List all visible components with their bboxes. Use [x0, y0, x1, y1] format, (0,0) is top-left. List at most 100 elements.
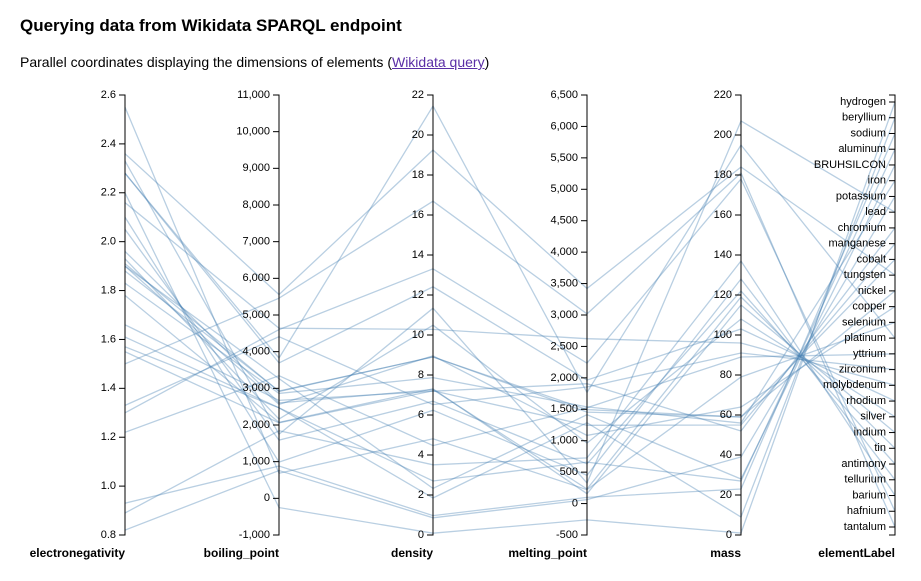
record-line-14: [124, 106, 896, 491]
tick-label: 5,000: [242, 309, 270, 321]
record-line-23: [124, 229, 896, 465]
data-lines: [124, 101, 896, 534]
tick-label: 20: [412, 129, 424, 141]
axis-title-density: density: [391, 546, 433, 560]
tick-label: selenium: [842, 316, 886, 328]
page-title: Querying data from Wikidata SPARQL endpo…: [20, 16, 402, 35]
tick-label: 5,000: [550, 183, 578, 195]
tick-label: 4: [418, 449, 424, 461]
record-line-17: [124, 335, 896, 406]
record-line-12: [124, 263, 896, 418]
axis-line: [427, 94, 434, 536]
record-line-24: [124, 216, 896, 481]
record-line-11: [124, 149, 896, 296]
tick-label: 6,500: [550, 89, 578, 101]
tick-label: barium: [852, 489, 886, 501]
tick-label: 500: [560, 466, 578, 478]
tick-label: 4,000: [242, 346, 270, 358]
subtitle-close-paren: ): [484, 54, 490, 70]
tick-label: silver: [860, 411, 886, 423]
tick-label: sodium: [851, 127, 886, 139]
record-line-10: [124, 258, 896, 418]
wikidata-query-link[interactable]: Wikidata query: [391, 54, 485, 70]
tick-label: beryllium: [842, 112, 886, 124]
tick-label: cobalt: [857, 253, 886, 265]
tick-label: aluminum: [838, 143, 886, 155]
tick-label: 4,000: [550, 246, 578, 258]
tick-label: 14: [412, 249, 424, 261]
record-line-15: [124, 104, 896, 394]
axis-title-mass: mass: [710, 546, 741, 560]
page-subtitle: Parallel coordinates displaying the dime…: [20, 54, 489, 70]
tick-label: 120: [714, 289, 732, 301]
tick-label: 2.4: [101, 138, 116, 150]
record-line-4: [124, 164, 896, 490]
record-line-3: [124, 148, 896, 482]
tick-label: 6,000: [550, 120, 578, 132]
axis-line: [735, 94, 742, 536]
tick-label: 4,500: [550, 215, 578, 227]
tick-label: 9,000: [242, 162, 270, 174]
record-line-7: [124, 120, 896, 485]
tick-label: -1,000: [239, 529, 270, 541]
tick-label: 10,000: [236, 126, 270, 138]
tick-label: 3,500: [550, 277, 578, 289]
record-line-22: [124, 250, 896, 490]
tick-label: BRUHSILCON: [814, 159, 886, 171]
axis-title-boiling_point: boiling_point: [204, 546, 279, 560]
tick-label: 140: [714, 249, 732, 261]
tick-label: 6,000: [242, 272, 270, 284]
record-line-27: [124, 171, 896, 528]
tick-label: 0.8: [101, 529, 116, 541]
tick-label: 2: [418, 489, 424, 501]
axis-electronegativity: 0.8 1.0 1.2 1.4 1.6 1.8 2.0 2.2 2.4 2.6 electroneg…: [30, 89, 126, 560]
tick-label: 3,000: [242, 382, 270, 394]
record-line-8: [124, 227, 896, 432]
tick-label: 2.6: [101, 89, 116, 101]
tick-label: 1.6: [101, 333, 116, 345]
tick-label: -500: [556, 529, 578, 541]
tick-label: 220: [714, 89, 732, 101]
record-line-13: [124, 265, 896, 437]
tick-label: nickel: [858, 285, 886, 297]
axis-title-elementLabel: elementLabel: [818, 546, 895, 560]
record-line-0: [124, 101, 896, 534]
tick-label: hydrogen: [840, 96, 886, 108]
tick-label: 2,000: [242, 419, 270, 431]
tick-label: 8: [418, 369, 424, 381]
record-line-5: [124, 180, 896, 424]
record-line-19: [124, 172, 896, 402]
tick-label: molybdenum: [823, 379, 886, 391]
tick-label: 12: [412, 289, 424, 301]
tick-label: 160: [714, 209, 732, 221]
tick-label: indium: [854, 426, 886, 438]
axis-elementLabel: hydrogen beryllium sodium aluminum BRUHSILCO…: [814, 94, 896, 560]
tick-label: 5,500: [550, 152, 578, 164]
axis-melting_point: -500 0 500 1,000 1,500 2,000 2,500 3,000 3,500 4,…: [508, 89, 588, 560]
tick-label: potassium: [836, 190, 886, 202]
axis-density: 0 2 4 6 8 10 12 14 16 18 20 22 density: [391, 89, 434, 560]
record-line-1: [124, 117, 896, 518]
record-line-16: [124, 353, 896, 447]
tick-label: 100: [714, 329, 732, 341]
axis-line: [889, 94, 896, 536]
subtitle-text: Parallel coordinates displaying the dime…: [20, 54, 392, 70]
tick-label: tungsten: [844, 269, 886, 281]
tick-label: 11,000: [237, 89, 270, 101]
record-line-18: [124, 202, 896, 386]
tick-label: 1.2: [101, 431, 116, 443]
record-line-21: [124, 294, 896, 495]
tick-label: tin: [874, 442, 886, 454]
tick-label: 3,000: [550, 309, 578, 321]
tick-label: 60: [720, 409, 732, 421]
axis-title-melting_point: melting_point: [508, 546, 587, 560]
tick-label: hafnium: [847, 505, 886, 517]
tick-label: tellurium: [844, 474, 886, 486]
tick-label: 1.0: [101, 480, 116, 492]
record-line-9: [124, 243, 896, 426]
tick-label: 2,000: [550, 372, 578, 384]
tick-label: 8,000: [242, 199, 270, 211]
tick-label: 1,000: [550, 435, 578, 447]
tick-label: tantalum: [844, 521, 886, 533]
tick-label: 20: [720, 489, 732, 501]
